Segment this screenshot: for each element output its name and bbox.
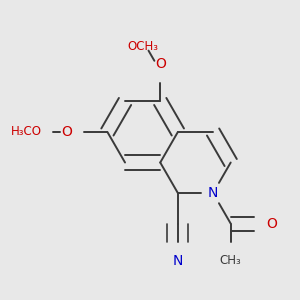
Circle shape	[169, 245, 187, 263]
Text: O: O	[61, 125, 72, 139]
Text: N: N	[208, 186, 218, 200]
Circle shape	[64, 123, 81, 141]
Circle shape	[134, 32, 151, 49]
Text: OCH₃: OCH₃	[127, 40, 158, 53]
Text: O: O	[155, 57, 166, 71]
Circle shape	[205, 184, 222, 202]
Circle shape	[257, 215, 274, 232]
Text: H₃CO: H₃CO	[11, 125, 42, 139]
Text: CH₃: CH₃	[220, 254, 242, 267]
Text: O: O	[266, 217, 277, 231]
Text: N: N	[173, 254, 183, 268]
Circle shape	[152, 62, 169, 80]
Circle shape	[222, 245, 239, 263]
Circle shape	[33, 123, 50, 141]
